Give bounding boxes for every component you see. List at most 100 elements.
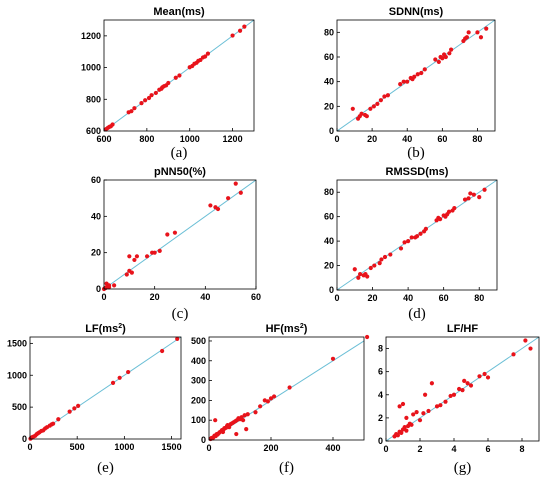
chart-a-xtick-label-1: 800 bbox=[139, 134, 154, 144]
chart-b-point-3 bbox=[359, 111, 364, 116]
chart-a-caption: (a) bbox=[171, 145, 188, 161]
chart-e-point-22 bbox=[160, 348, 165, 354]
chart-g-point-35 bbox=[523, 338, 528, 343]
chart-g-point-26 bbox=[457, 386, 462, 392]
chart-b-point-12 bbox=[398, 82, 403, 87]
chart-d-point-15 bbox=[409, 235, 414, 240]
chart-e-ytick-label-1: 500 bbox=[12, 402, 27, 412]
chart-a-point-10 bbox=[146, 95, 152, 101]
chart-a-point-19 bbox=[173, 75, 178, 80]
chart-d-point-12 bbox=[398, 246, 404, 251]
chart-g-axes-box bbox=[385, 336, 540, 442]
chart-d-point-2 bbox=[358, 272, 363, 277]
chart-f: HF(ms2) 0 200 400 0 100 200 300 400 500 (f) bbox=[191, 323, 370, 476]
chart-b-point-10 bbox=[382, 94, 387, 99]
chart-g-ytick-label-2: 4 bbox=[378, 390, 383, 400]
chart-a-title: Mean(ms) bbox=[153, 6, 205, 18]
chart-b-xtick-label-2: 40 bbox=[402, 134, 412, 144]
chart-d-point-35 bbox=[482, 187, 487, 192]
chart-b-point-14 bbox=[405, 79, 410, 84]
chart-f-ytick-label-2: 200 bbox=[191, 395, 206, 405]
chart-c-xtick-label-0: 0 bbox=[101, 292, 106, 302]
chart-b-point-8 bbox=[375, 101, 380, 106]
chart-a-xtick-label-2: 1000 bbox=[180, 134, 200, 144]
chart-d-point-34 bbox=[477, 195, 482, 200]
chart-a: Mean(ms) 600 800 1000 1200 600 800 1000 1200 (a) bbox=[81, 6, 255, 161]
chart-e: LF(ms2) 0 500 1000 1500 0 500 1000 1500 (e) bbox=[7, 323, 182, 476]
chart-d-point-17 bbox=[414, 234, 420, 239]
chart-c-title: pNN50(%) bbox=[154, 166, 206, 178]
chart-c-xtick-label-2: 40 bbox=[200, 292, 210, 302]
chart-c-ytick-label-3: 60 bbox=[91, 175, 101, 185]
chart-g-point-28 bbox=[462, 378, 467, 384]
chart-c-caption: (c) bbox=[172, 306, 189, 322]
chart-g-point-21 bbox=[434, 404, 440, 409]
chart-c: pNN50(%) 0 20 40 60 0 20 40 60 (c) bbox=[91, 166, 261, 322]
chart-c-point-5 bbox=[106, 283, 112, 288]
chart-f-point-36 bbox=[265, 399, 270, 404]
chart-f-point-24 bbox=[234, 431, 239, 437]
chart-c-point-15 bbox=[152, 250, 157, 255]
chart-f-point-40 bbox=[330, 356, 336, 361]
chart-g-xtick-label-2: 4 bbox=[451, 444, 456, 454]
chart-b-point-28 bbox=[449, 47, 454, 52]
chart-c-point-16 bbox=[157, 248, 162, 253]
chart-e-xtick-label-1: 500 bbox=[70, 442, 85, 452]
chart-g-point-32 bbox=[482, 371, 487, 377]
chart-d-point-9 bbox=[379, 257, 384, 262]
chart-a-point-11 bbox=[149, 93, 154, 98]
chart-f-point-32 bbox=[245, 412, 250, 417]
chart-e-caption: (e) bbox=[97, 460, 114, 476]
chart-b-point-17 bbox=[412, 74, 417, 79]
chart-d-ytick-label-4: 80 bbox=[324, 187, 334, 197]
chart-b-point-31 bbox=[464, 35, 470, 40]
chart-g-ytick-label-4: 8 bbox=[378, 344, 383, 354]
chart-g-point-19 bbox=[426, 408, 431, 414]
chart-b-point-34 bbox=[478, 35, 484, 40]
chart-d-ytick-label-2: 40 bbox=[324, 236, 334, 246]
chart-d-point-32 bbox=[468, 191, 473, 196]
chart-f-point-31 bbox=[244, 427, 249, 432]
chart-e-xtick-label-0: 0 bbox=[27, 442, 32, 452]
chart-d-point-14 bbox=[406, 239, 411, 244]
chart-b-caption: (b) bbox=[407, 145, 425, 161]
chart-f-point-33 bbox=[253, 410, 258, 415]
chart-a-point-8 bbox=[139, 100, 144, 106]
chart-e-point-18 bbox=[76, 403, 81, 408]
chart-e-point-19 bbox=[110, 380, 116, 385]
chart-f-xtick-label-0: 0 bbox=[206, 443, 211, 453]
chart-b-title: SDNN(ms) bbox=[389, 6, 444, 18]
chart-d-point-18 bbox=[418, 231, 423, 236]
chart-d-axes-box bbox=[336, 179, 498, 291]
chart-g-ytick-label-1: 2 bbox=[378, 413, 383, 423]
chart-g-point-16 bbox=[417, 418, 423, 423]
chart-a-point-28 bbox=[203, 54, 208, 59]
chart-d-point-27 bbox=[446, 209, 452, 214]
chart-e-xtick-label-3: 1500 bbox=[162, 442, 182, 452]
chart-b-point-5 bbox=[364, 114, 369, 119]
chart-e-point-14 bbox=[51, 421, 56, 426]
chart-d-point-8 bbox=[377, 261, 382, 266]
chart-f-point-41 bbox=[365, 334, 370, 340]
chart-g-point-24 bbox=[448, 393, 453, 399]
chart-d-point-5 bbox=[365, 274, 370, 279]
chart-b-identity-line bbox=[336, 19, 496, 132]
chart-d-xtick-label-1: 20 bbox=[368, 293, 378, 303]
chart-e-xtick-label-2: 1000 bbox=[114, 442, 134, 452]
chart-c-point-7 bbox=[124, 272, 129, 277]
chart-g-point-10 bbox=[397, 404, 402, 409]
chart-c-point-23 bbox=[233, 181, 238, 186]
chart-b-axes-box bbox=[336, 19, 496, 132]
chart-g-xtick-label-0: 0 bbox=[383, 444, 388, 454]
chart-b-point-20 bbox=[422, 67, 427, 72]
chart-a-point-7 bbox=[132, 106, 137, 111]
chart-f-ytick-label-1: 100 bbox=[191, 415, 206, 425]
chart-a-xtick-label-3: 1200 bbox=[223, 134, 243, 144]
chart-f-caption: (f) bbox=[279, 460, 294, 476]
chart-e-point-17 bbox=[72, 406, 77, 411]
chart-e-identity-line bbox=[29, 336, 182, 440]
chart-d-point-11 bbox=[388, 252, 393, 257]
chart-c-ytick-label-2: 40 bbox=[91, 211, 101, 221]
chart-g-ytick-label-3: 6 bbox=[378, 367, 383, 377]
chart-g-point-15 bbox=[414, 410, 419, 415]
